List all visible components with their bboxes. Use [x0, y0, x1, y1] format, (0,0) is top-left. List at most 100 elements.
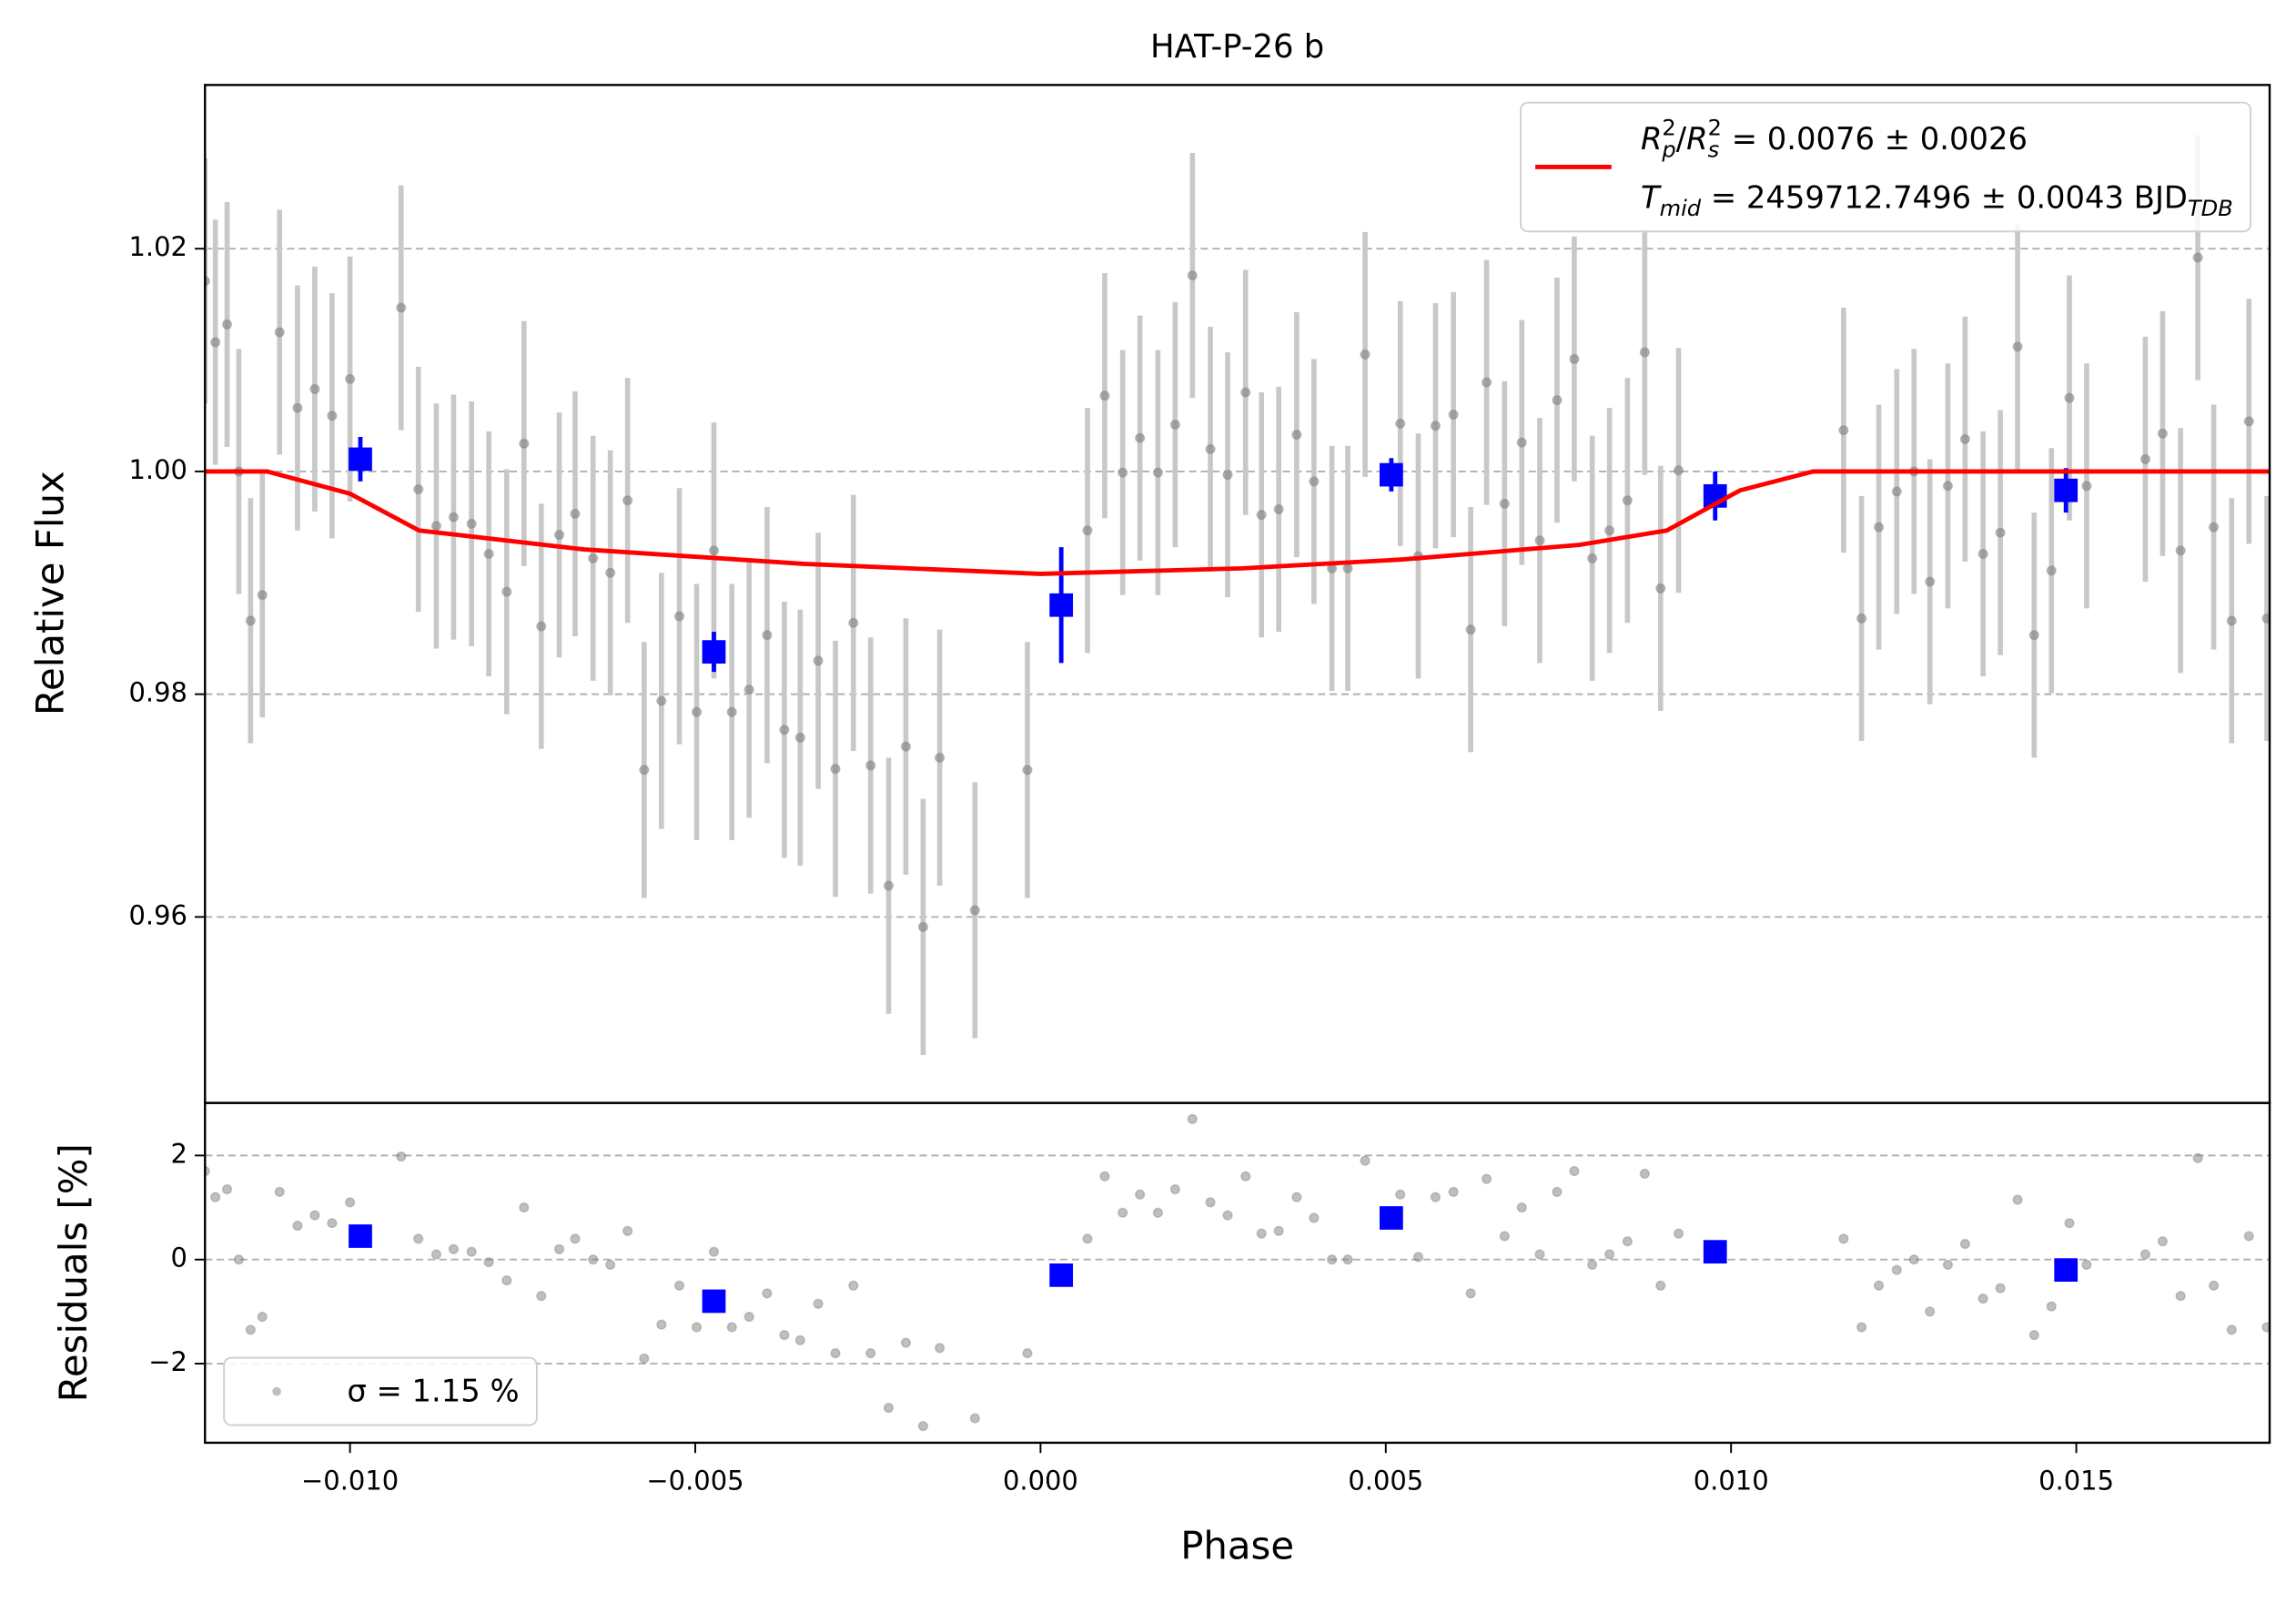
y-axis-label: Residuals [%]	[51, 1143, 96, 1402]
residual-point	[969, 1413, 980, 1424]
y-tick-label: 0	[171, 1243, 187, 1273]
data-point	[2139, 453, 2151, 465]
residual-point	[2046, 1301, 2057, 1312]
residual-point	[430, 1249, 442, 1260]
data-point	[673, 611, 685, 622]
data-point	[2028, 630, 2039, 641]
residual-point	[848, 1280, 859, 1291]
residual-point	[900, 1337, 912, 1348]
data-point	[605, 567, 616, 578]
residual-point	[1118, 1207, 1128, 1218]
x-tick-label: 0.000	[1003, 1465, 1078, 1496]
legend-box	[1520, 101, 2252, 233]
residual-point	[917, 1421, 929, 1432]
y-tick-label: 0.96	[128, 899, 187, 930]
data-point	[691, 706, 703, 717]
residual-point	[1942, 1259, 1954, 1271]
data-point	[1925, 576, 1936, 587]
legend-text: 2	[1662, 116, 1675, 141]
axes: 0.96 0.98 1.00 1.02 −2 0 2 −0.010 −0.005 0.000 0.0…	[128, 84, 2271, 1496]
residual-point	[221, 1183, 233, 1195]
data-point	[536, 621, 547, 632]
legend-text: T	[1641, 179, 1662, 215]
residual-point	[588, 1254, 599, 1265]
residual-point	[466, 1246, 477, 1257]
data-point	[1856, 613, 1867, 624]
legend-text: = 2459712.7496 ± 0.0043 BJD	[1701, 179, 2188, 215]
data-point	[2046, 565, 2057, 576]
legend-text: 2	[1708, 116, 1722, 141]
residual-point	[1412, 1252, 1424, 1263]
residual-point	[327, 1218, 338, 1229]
legend-text: mid	[1660, 196, 1702, 221]
residual-point	[1082, 1233, 1093, 1244]
data-point	[2012, 341, 2023, 352]
residual-point	[1240, 1171, 1251, 1182]
data-point	[1604, 525, 1615, 536]
residual-point	[1977, 1293, 1988, 1304]
data-point	[519, 438, 530, 449]
residual-point	[813, 1298, 824, 1309]
residual-point	[1152, 1207, 1164, 1218]
data-point	[1187, 269, 1198, 281]
residual-point	[2192, 1152, 2203, 1163]
binned-point	[2054, 478, 2079, 502]
binned-residual	[1049, 1263, 1074, 1287]
data-point	[1222, 469, 1233, 481]
residual-point	[1655, 1280, 1666, 1291]
residual-point	[2261, 1322, 2271, 1333]
legend-text: /	[1676, 121, 1687, 157]
x-tick-label: 0.015	[2038, 1465, 2114, 1496]
residual-point	[1291, 1192, 1302, 1202]
data-point	[1516, 437, 1527, 448]
data-point	[934, 752, 946, 763]
residual-point	[1534, 1249, 1545, 1260]
residual-point	[309, 1210, 320, 1221]
residual-point	[1891, 1264, 1902, 1275]
residual-point	[570, 1233, 581, 1244]
residual-point	[1925, 1306, 1936, 1317]
binned-point	[702, 640, 726, 664]
data-point	[1273, 503, 1284, 515]
legend-text: R	[1686, 121, 1707, 157]
data-point	[1891, 486, 1902, 497]
data-point	[1099, 391, 1110, 401]
residual-point	[2139, 1249, 2151, 1260]
residual-point	[639, 1353, 650, 1364]
data-point	[2175, 545, 2186, 556]
data-point	[245, 615, 256, 626]
residual-point	[1187, 1113, 1198, 1124]
residual-point	[794, 1334, 805, 1345]
residual-point	[1222, 1210, 1233, 1221]
legend-text: R	[1641, 121, 1662, 157]
x-axis-label: Phase	[1180, 1523, 1294, 1567]
data-point	[210, 337, 221, 348]
data-point	[501, 586, 512, 597]
residual-point	[1256, 1228, 1267, 1239]
binned-residual	[2054, 1258, 2079, 1283]
residual-point	[1169, 1183, 1180, 1195]
residual-point	[274, 1186, 285, 1198]
data-point	[779, 725, 790, 736]
residual-point	[1099, 1171, 1110, 1182]
data-point	[1959, 433, 1971, 445]
data-point	[396, 302, 407, 313]
residual-point	[2243, 1231, 2254, 1242]
data-point	[1838, 425, 1849, 436]
residual-point	[1673, 1228, 1684, 1239]
residual-point	[396, 1151, 407, 1162]
data-point	[848, 617, 859, 628]
plot-frame	[204, 1101, 2271, 1445]
data-point	[1622, 495, 1633, 506]
residual-point	[2175, 1291, 2186, 1302]
residual-point	[1569, 1165, 1580, 1177]
data-point	[1448, 409, 1459, 421]
bottom-plot-area	[205, 1113, 2271, 1432]
data-point	[1395, 418, 1406, 429]
residual-point	[292, 1220, 303, 1232]
residual-point	[1995, 1283, 2006, 1294]
residual-point	[656, 1319, 667, 1330]
residual-point	[762, 1288, 773, 1299]
